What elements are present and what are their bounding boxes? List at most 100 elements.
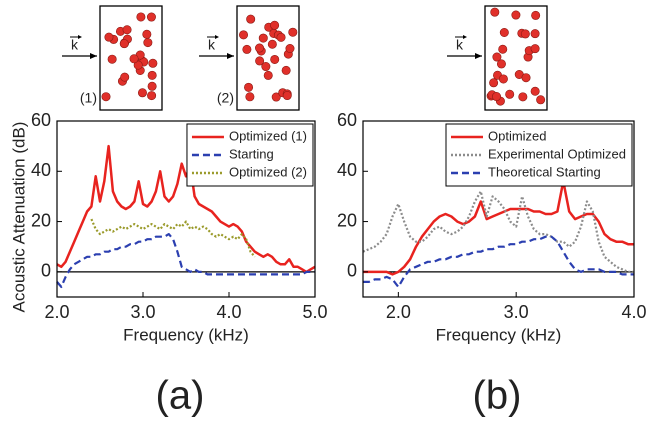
y-axis-label: Acoustic Attenuation (dB) — [9, 122, 28, 313]
scatterer — [244, 82, 254, 92]
scatterer — [531, 10, 541, 20]
legend-label: Optimized (2) — [229, 164, 307, 179]
scatterer — [530, 86, 540, 96]
scatterer — [107, 54, 117, 64]
y-tick-label: 60 — [31, 110, 51, 130]
scatterer — [511, 10, 521, 20]
scatterer — [530, 29, 540, 39]
y-tick-label: 0 — [347, 261, 357, 281]
scatterer — [136, 12, 146, 22]
x-tick-label: 3.0 — [130, 302, 155, 322]
scatterer — [276, 32, 286, 42]
scatterer — [521, 73, 531, 83]
x-tick-label: 5.0 — [302, 302, 327, 322]
x-axis-label: Frequency (kHz) — [436, 325, 562, 344]
scatterer — [101, 92, 111, 102]
scatterer — [245, 92, 255, 102]
y-tick-label: 40 — [337, 160, 357, 180]
scatterer — [122, 25, 132, 35]
legend-label: Optimized — [488, 128, 547, 143]
scatterer — [258, 33, 268, 43]
scatterer — [143, 38, 153, 48]
scatterer — [142, 29, 152, 39]
y-tick-label: 20 — [31, 210, 51, 230]
panel-label: (b) — [473, 374, 522, 418]
scatterer — [147, 81, 157, 91]
inset-label: (1) — [80, 90, 97, 106]
scatterer — [285, 43, 295, 53]
wave-vector-head — [215, 35, 219, 39]
scatterer — [498, 74, 508, 84]
data-line — [363, 180, 634, 276]
scatterer — [120, 72, 130, 82]
scatterer — [255, 56, 265, 66]
y-tick-label: 60 — [337, 110, 357, 130]
scatterer — [536, 95, 546, 105]
scatterer — [148, 58, 158, 68]
wave-arrowhead — [475, 53, 482, 59]
scatterer — [282, 91, 292, 101]
scatterer — [489, 78, 499, 88]
y-tick-label: 0 — [41, 261, 51, 281]
scatterer — [239, 30, 249, 40]
scatterer — [267, 39, 277, 49]
scatterer — [498, 44, 508, 54]
scatterer — [146, 12, 156, 22]
legend-label: Optimized (1) — [229, 128, 307, 143]
legend: Optimized Experimental Optimized Theoretic… — [445, 123, 633, 187]
y-tick-label: 40 — [31, 160, 51, 180]
plot-frame — [56, 120, 316, 298]
legend: Optimized (1) Starting Optimized (2) — [186, 123, 314, 187]
plot-frame — [362, 120, 635, 298]
scatterer — [492, 52, 502, 62]
scatterer — [499, 27, 509, 37]
wave-label: k — [71, 37, 79, 53]
scatterer — [104, 32, 114, 42]
scatterer — [242, 44, 252, 54]
scatterer — [263, 70, 273, 80]
wave-vector-head — [78, 35, 82, 39]
scatterer — [518, 92, 528, 102]
x-tick-label: 4.0 — [216, 302, 241, 322]
scatterer — [288, 27, 298, 37]
x-axis-label: Frequency (kHz) — [123, 325, 249, 344]
data-line — [56, 233, 315, 288]
data-line — [56, 144, 316, 274]
inset-label: (2) — [217, 90, 234, 106]
scatterer — [520, 29, 530, 39]
scatterer — [129, 54, 139, 64]
scatterer — [147, 70, 157, 80]
scatterer — [147, 91, 157, 101]
x-tick-label: 4.0 — [621, 302, 646, 322]
scatterer — [133, 60, 143, 70]
scatterer — [270, 20, 280, 30]
data-line — [363, 235, 634, 288]
scatterer — [261, 62, 271, 72]
data-line — [362, 190, 634, 273]
scatterer — [255, 43, 265, 53]
wave-vector-head — [463, 35, 467, 39]
legend-label: Starting — [229, 146, 274, 161]
scatterer — [496, 59, 506, 69]
x-tick-label: 2.0 — [386, 302, 411, 322]
scatterer — [246, 14, 256, 24]
scatterer — [119, 39, 129, 49]
scatterer — [271, 92, 281, 102]
legend-label: Theoretical Starting — [488, 164, 601, 179]
x-tick-label: 3.0 — [504, 302, 529, 322]
wave-label: k — [456, 37, 464, 53]
scatterer — [281, 65, 291, 75]
wave-arrowhead — [90, 53, 97, 59]
panel-label: (a) — [156, 374, 205, 418]
scatterer — [137, 88, 147, 98]
wave-label: k — [208, 37, 216, 53]
scatterer — [530, 44, 540, 54]
scatterer — [492, 92, 502, 102]
wave-arrowhead — [227, 53, 234, 59]
scatterer — [270, 54, 280, 64]
scatterer — [505, 89, 515, 99]
legend-label: Experimental Optimized — [488, 146, 626, 161]
y-tick-label: 20 — [337, 210, 357, 230]
x-tick-label: 2.0 — [44, 302, 69, 322]
